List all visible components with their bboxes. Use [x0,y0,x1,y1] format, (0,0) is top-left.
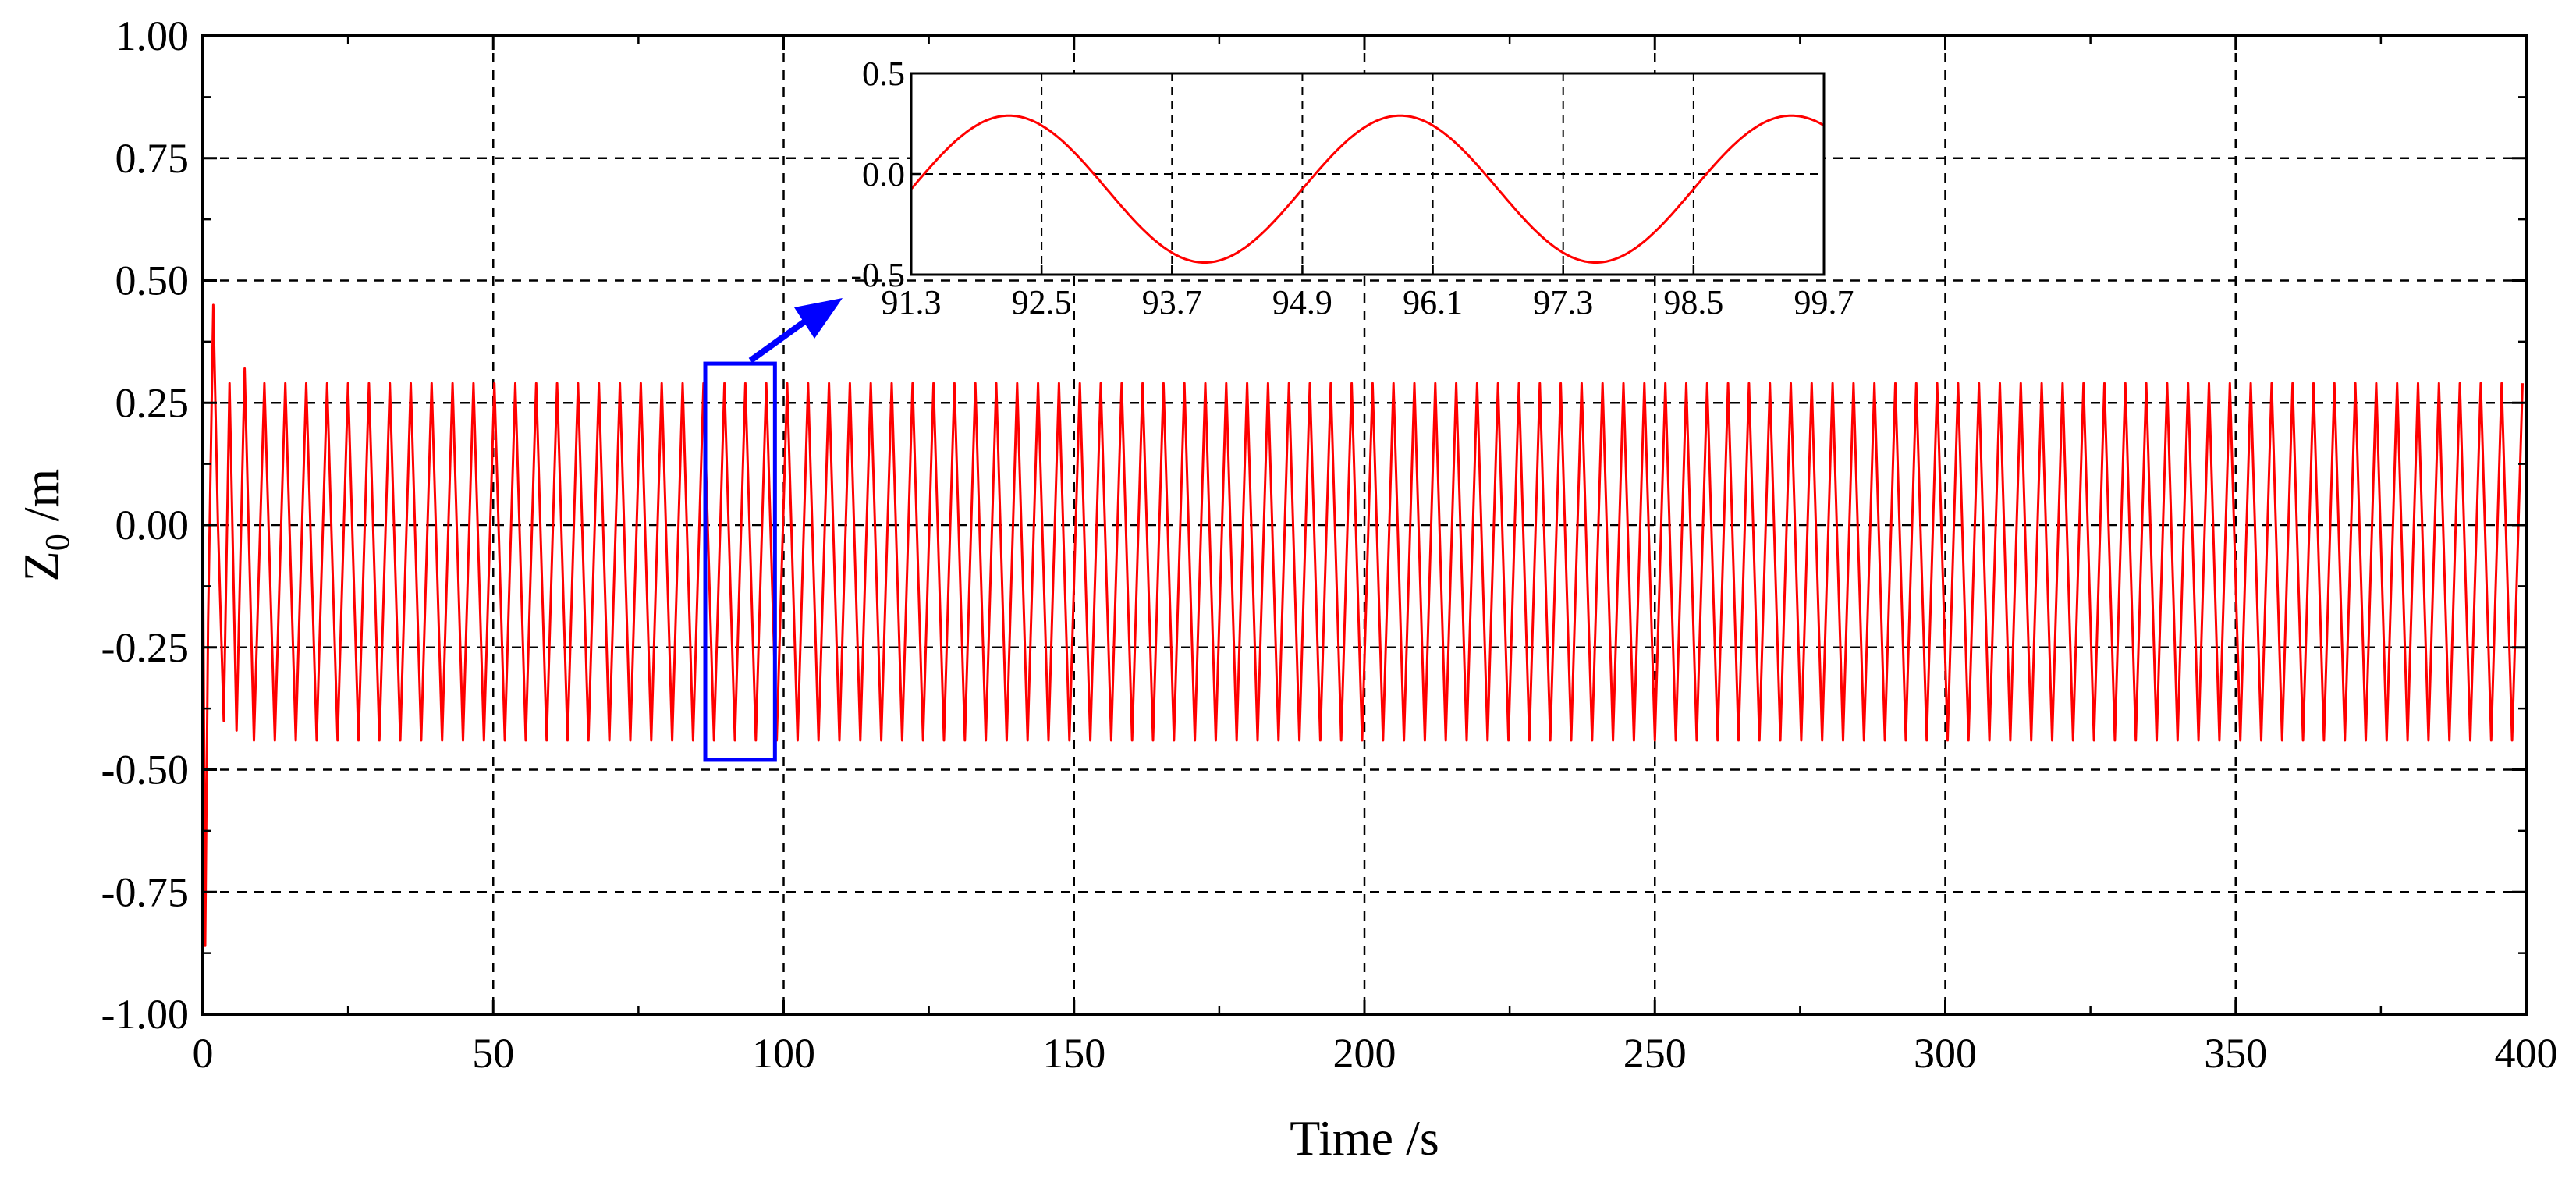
inset-x-tick-label: 96.1 [1403,283,1463,321]
x-tick-label: 300 [1914,1030,1977,1077]
x-tick-label: 0 [193,1030,214,1077]
y-tick-label: 0.00 [115,502,190,548]
inset-y-tick-label: 0.0 [862,155,905,193]
x-tick-label: 250 [1623,1030,1687,1077]
y-axis-title-main: Z [13,551,69,581]
x-tick-label: 50 [472,1030,514,1077]
zoom-arrow [748,298,843,364]
y-tick-label: -0.25 [101,624,189,671]
main-ticks [201,34,2528,1016]
y-tick-label: -0.50 [101,747,189,793]
inset-tick-labels: 91.3 92.5 93.7 94.9 96.1 97.3 98.5 99.7 0.5 0.0 -0… [850,55,1854,321]
arrow-head [794,298,843,339]
series-line-z0 [201,303,2524,947]
inset-series-line-z0 [910,114,1825,264]
main-series [201,303,2524,947]
inset-x-tick-label: 91.3 [882,283,942,321]
inset-grid [911,73,1824,275]
x-tick-label: 200 [1333,1030,1396,1077]
inset-x-tick-label: 93.7 [1142,283,1202,321]
inset-ticks [910,72,1826,276]
inset-x-tick-label: 97.3 [1533,283,1593,321]
y-axis-title-unit: /m [13,469,69,534]
inset-x-tick-label: 92.5 [1012,283,1072,321]
y-axis-title-subscript: 0 [38,534,76,551]
y-tick-label: -0.75 [101,868,189,915]
main-tick-labels: 0 50 100 150 200 250 300 350 400 1.00 0.75 0.50 0.25… [101,12,2558,1077]
y-axis-title: Z0 /m [13,469,76,582]
inset-x-tick-label: 98.5 [1663,283,1723,321]
y-tick-label: 0.75 [115,135,190,182]
y-tick-label: -1.00 [101,991,189,1038]
inset-x-tick-label: 99.7 [1794,283,1854,321]
x-tick-label: 350 [2204,1030,2267,1077]
x-tick-label: 150 [1042,1030,1105,1077]
arrow-shaft [748,314,814,364]
y-tick-label: 0.50 [115,257,190,304]
zoom-highlight-box [703,361,777,762]
inset-y-tick-label: -0.5 [850,256,905,294]
inset-y-tick-label: 0.5 [862,55,905,93]
x-tick-label: 100 [752,1030,815,1077]
y-tick-label: 0.25 [115,379,190,426]
x-axis-title: Time /s [1290,1110,1439,1166]
y-tick-label: 1.00 [115,12,190,59]
x-tick-label: 400 [2495,1030,2558,1077]
inset-x-tick-label: 94.9 [1272,283,1332,321]
inset-series [910,114,1825,264]
